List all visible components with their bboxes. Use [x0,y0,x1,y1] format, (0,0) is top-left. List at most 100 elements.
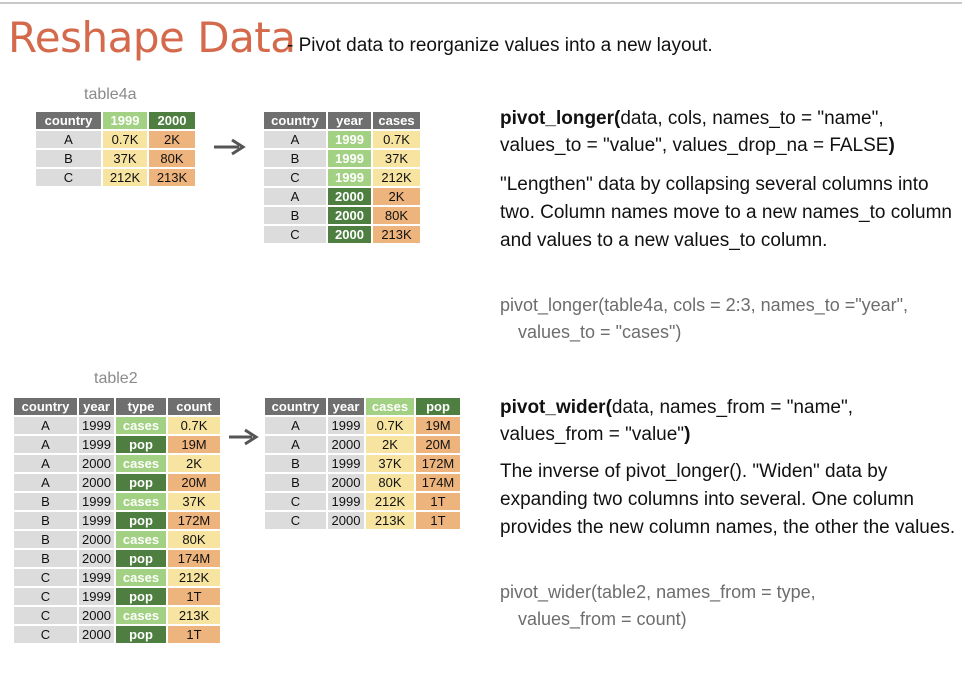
table-cell: C [264,169,326,186]
column-header: 1999 [103,112,147,129]
table-cell: 2000 [328,188,371,205]
column-header: cases [373,112,420,129]
table-cell: cases [116,493,166,510]
table-cell: A [265,436,326,453]
column-header: country [36,112,101,129]
table-row: B 37K 80K [36,150,195,167]
table-row: A 1999 cases 0.7K [14,417,220,434]
table-row: B 2000 80K 174M [265,474,460,491]
function-close-paren: ) [684,424,691,445]
column-header: type [116,398,166,415]
table-cell: 1T [416,512,460,529]
table-cell: B [264,207,326,224]
table-cell: pop [116,626,166,643]
table-cell: 37K [103,150,147,167]
table-cell: 2000 [79,626,114,643]
table-cell: A [264,131,326,148]
table-row: C 1999 212K 1T [265,493,460,510]
table-cell: 213K [366,512,414,529]
table-cell: B [14,512,77,529]
table-cell: B [14,550,77,567]
table-cell: 212K [373,169,420,186]
table-cell: 20M [416,436,460,453]
table-cell: cases [116,569,166,586]
table-row: A 0.7K 2K [36,131,195,148]
table-cell: B [264,150,326,167]
table-cell: 80K [366,474,414,491]
table-cell: cases [116,531,166,548]
table-cell: A [265,417,326,434]
column-header: country [265,398,326,415]
example-line1: pivot_wider(table2, names_from = type, [500,582,816,602]
right-arrow-icon [214,138,246,156]
function-name: pivot_longer( [500,108,621,129]
table-row: B 1999 cases 37K [14,493,220,510]
table-cell: 2000 [328,226,371,243]
pivot-longer-example: pivot_longer(table4a, cols = 2:3, names_… [500,292,960,346]
table-header-row: country 1999 2000 [36,112,195,129]
table-cell: 37K [366,455,414,472]
table-cell: 1999 [328,169,371,186]
table-cell: 19M [416,417,460,434]
table-cell: 212K [168,569,220,586]
table-cell: pop [116,512,166,529]
table-cell: 20M [168,474,220,491]
table-header-row: country year type count [14,398,220,415]
table-cell: A [14,474,77,491]
table-cell: C [264,226,326,243]
function-args-line2: values_from = "value" [500,424,685,445]
table-cell: A [14,455,77,472]
table-cell: 2000 [328,512,364,529]
example-line1: pivot_longer(table4a, cols = 2:3, names_… [500,295,909,315]
table-cell: 0.7K [103,131,147,148]
table-cell: 2000 [328,474,364,491]
table-row: A 1999 pop 19M [14,436,220,453]
table-cell: A [36,131,101,148]
pivot-wider-description: The inverse of pivot_longer(). "Widen" d… [500,461,956,538]
table-cell: 212K [103,169,147,186]
function-args-line1: data, names_from = "name", [611,397,853,418]
column-header: 2000 [149,112,195,129]
table-cell: pop [116,436,166,453]
table-cell: 172M [416,455,460,472]
table-cell: pop [116,550,166,567]
table-row: C 1999 cases 212K [14,569,220,586]
example-line2: values_from = count) [518,609,687,629]
table-cell: 1999 [328,131,371,148]
table-cell: A [14,436,77,453]
table2-label: table2 [94,370,138,387]
table-cell: 2K [366,436,414,453]
table-cell: cases [116,455,166,472]
table-cell: C [36,169,101,186]
top-divider [0,2,962,4]
table-cell: 2K [149,131,195,148]
table-cell: 1T [416,493,460,510]
column-header: country [14,398,77,415]
table-cell: 2000 [328,436,364,453]
table-cell: B [265,455,326,472]
table-row: C 2000 213K [264,226,420,243]
pivot-longer-description: "Lengthen" data by collapsing several co… [500,174,952,251]
table-cell: 80K [149,150,195,167]
table-cell: 1999 [79,588,114,605]
pivot-wider-signature: pivot_wider(data, names_from = "name", v… [500,394,960,448]
table-cell: C [14,569,77,586]
table4a-label: table4a [84,86,137,103]
table-row: B 2000 cases 80K [14,531,220,548]
page-subtitle: - Pivot data to reorganize values into a… [287,35,713,56]
table-cell: cases [116,607,166,624]
function-args-line1: data, cols, names_to = "name", [620,108,884,129]
table-cell: B [36,150,101,167]
table-cell: 1999 [328,417,364,434]
table-cell: 1999 [328,455,364,472]
table-cell: 174M [168,550,220,567]
table-row: B 1999 37K 172M [265,455,460,472]
table-row: B 2000 80K [264,207,420,224]
table-row: C 2000 cases 213K [14,607,220,624]
table-row: B 1999 pop 172M [14,512,220,529]
column-header: country [264,112,326,129]
table-cell: 1999 [328,150,371,167]
table-cell: 1999 [79,436,114,453]
table-cell: 19M [168,436,220,453]
column-header: year [328,112,371,129]
